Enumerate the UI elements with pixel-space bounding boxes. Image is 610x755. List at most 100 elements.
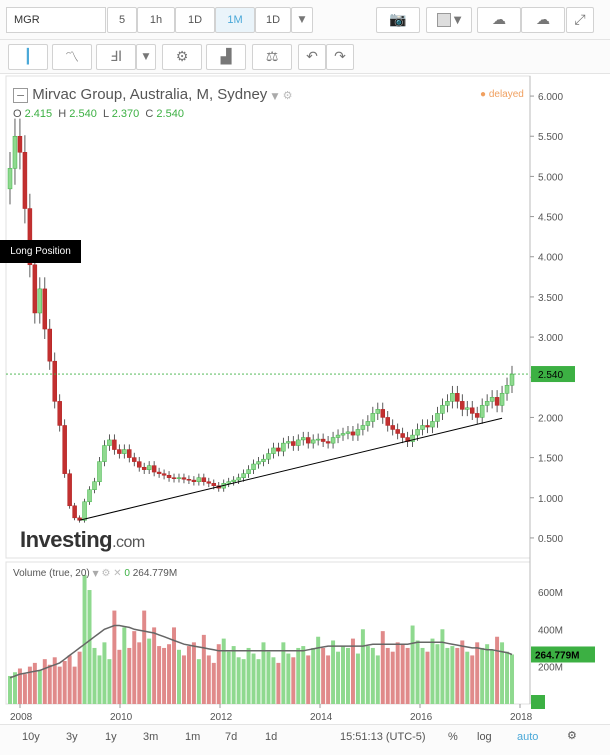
volume-remove-icon[interactable]: ✕ — [113, 568, 122, 579]
last-price-label: 2.540 — [538, 370, 563, 381]
volume-bar — [495, 636, 500, 704]
volume-legend: Volume (true, 20) ▼ ⚙ ✕ 0 264.779M — [13, 568, 177, 579]
volume-bar — [32, 662, 37, 704]
symbol-input[interactable]: MGR — [6, 7, 106, 33]
candle-body — [395, 429, 400, 434]
candle-body — [335, 434, 341, 438]
candle-body — [474, 413, 480, 418]
candle-body — [291, 441, 296, 446]
candle-body — [246, 469, 251, 474]
volume-bar — [87, 590, 92, 704]
interval-5[interactable]: 5 — [107, 7, 137, 33]
volume-bar — [77, 651, 82, 704]
price-tick-label: 1.500 — [538, 454, 563, 465]
high-label: H — [58, 108, 67, 120]
studies-icon[interactable]: ▟ — [206, 44, 246, 70]
candle-body — [484, 401, 490, 406]
chart-area[interactable]: 6.0005.5005.0004.5004.0003.5003.0002.500… — [0, 74, 610, 724]
candle-body — [82, 501, 87, 521]
volume-bar — [162, 647, 167, 704]
indicator-icon[interactable]: ℲΙ — [96, 44, 136, 70]
collapse-icon[interactable]: − — [13, 88, 29, 103]
interval-1m[interactable]: 1M — [215, 7, 255, 33]
candle-body — [146, 465, 152, 470]
footer-settings-icon[interactable]: ⚙ — [567, 729, 577, 742]
log-toggle[interactable]: log — [477, 731, 492, 743]
compare-scale-icon[interactable]: ⚖ — [252, 44, 292, 70]
x-tick-label: 2014 — [310, 712, 333, 723]
candle-body — [440, 405, 445, 414]
candle-body — [390, 425, 395, 430]
volume-bar — [236, 657, 241, 704]
candle-body — [166, 475, 172, 478]
interval-1d-custom[interactable]: 1D — [255, 7, 291, 33]
candle-body — [37, 288, 43, 314]
camera-icon[interactable]: 📷 — [376, 7, 420, 33]
volume-bar — [42, 659, 47, 704]
percent-toggle[interactable]: % — [448, 731, 458, 743]
volume-bar — [241, 659, 246, 704]
range-1m[interactable]: 1m — [185, 731, 201, 743]
redo-icon[interactable]: ↷ — [326, 44, 354, 70]
title-settings-icon[interactable]: ⚙ — [282, 89, 293, 102]
candle-body — [266, 453, 271, 460]
range-3m[interactable]: 3m — [143, 731, 159, 743]
color-picker-icon[interactable]: ▼ — [426, 7, 472, 33]
volume-bar — [142, 610, 147, 704]
fullscreen-icon[interactable]: ⤢ — [566, 7, 594, 33]
auto-toggle[interactable]: auto — [517, 731, 539, 743]
title-dropdown-icon[interactable]: ▼ — [271, 92, 279, 102]
range-7d[interactable]: 7d — [225, 731, 238, 743]
indicator-dropdown-icon[interactable]: ▼ — [136, 44, 156, 70]
interval-1d[interactable]: 1D — [175, 7, 215, 33]
candle-body — [400, 433, 405, 438]
volume-bar — [206, 655, 211, 704]
top-toolbar: MGR 5 1h 1D 1M 1D ▼ 📷 ▼ ☁ ☁ ⤢ — [0, 0, 610, 40]
candle-body — [410, 434, 415, 442]
candle-body — [127, 449, 132, 458]
cloud-download-icon[interactable]: ☁ — [477, 7, 521, 33]
drawing-toolbar: ┃ 〽 ℲΙ ▼ ⚙ ▟ ⚖ ↶ ↷ — [0, 40, 610, 74]
candle-body — [161, 473, 167, 476]
candle-body — [489, 397, 495, 402]
volume-dropdown-icon[interactable]: ▼ — [92, 569, 99, 578]
interval-dropdown-icon[interactable]: ▼ — [291, 7, 313, 33]
volume-bar — [365, 646, 370, 704]
volume-bar — [112, 610, 117, 704]
cloud-upload-icon[interactable]: ☁ — [521, 7, 565, 33]
candle-body — [281, 442, 286, 452]
settings-gear-icon[interactable]: ⚙ — [162, 44, 202, 70]
volume-bar — [490, 649, 495, 704]
undo-icon[interactable]: ↶ — [298, 44, 326, 70]
volume-bar — [455, 647, 460, 704]
volume-bar — [415, 640, 420, 704]
delayed-dot-icon: ● — [480, 89, 487, 100]
candle-body — [370, 413, 376, 422]
interval-1h[interactable]: 1h — [137, 7, 175, 33]
volume-bar — [107, 659, 112, 704]
volume-last-label: 264.779M — [535, 650, 579, 661]
line-chart-icon[interactable]: 〽 — [52, 44, 92, 70]
price-tick-label: 5.500 — [538, 132, 563, 143]
volume-bar — [52, 657, 57, 704]
range-3y[interactable]: 3y — [66, 731, 78, 743]
candle-body — [380, 409, 386, 418]
volume-bar — [410, 625, 415, 704]
candle-body — [276, 447, 281, 452]
volume-settings-icon[interactable]: ⚙ — [101, 568, 111, 579]
candle-body — [231, 479, 236, 482]
volume-last-badge — [531, 646, 595, 663]
candle-body — [226, 481, 231, 484]
candles-icon[interactable]: ┃ — [8, 44, 48, 70]
range-10y[interactable]: 10y — [22, 731, 40, 743]
candle-body — [296, 439, 301, 446]
candle-body — [365, 421, 371, 426]
volume-bar — [341, 646, 345, 704]
long-position-label[interactable]: Long Position — [0, 240, 81, 263]
range-1d[interactable]: 1d — [265, 731, 278, 743]
volume-bar — [62, 661, 67, 704]
volume-bar — [350, 638, 355, 704]
range-1y[interactable]: 1y — [105, 731, 117, 743]
price-tick-label: 4.000 — [538, 253, 563, 264]
volume-bar — [266, 651, 271, 704]
